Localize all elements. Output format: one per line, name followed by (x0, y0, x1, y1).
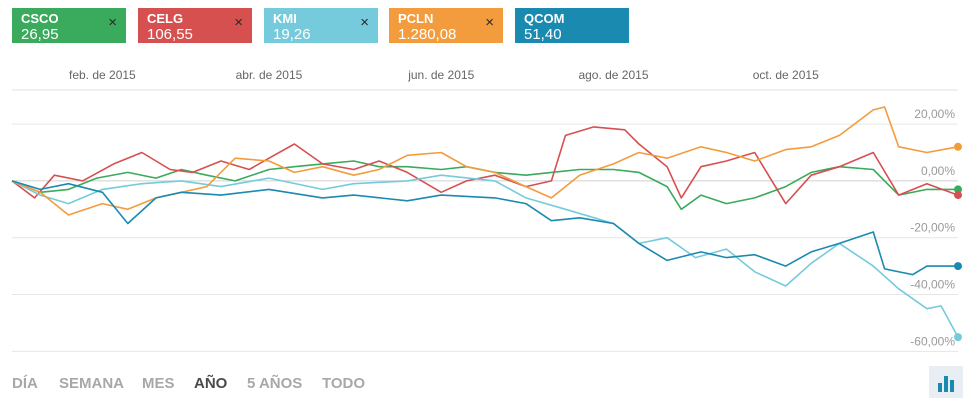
series-end-dot-qcom[interactable] (954, 262, 962, 271)
bar-chart-icon (938, 376, 954, 392)
chart-type-button[interactable] (929, 366, 963, 398)
close-icon[interactable]: × (485, 14, 494, 31)
y-tick-label: 20,00% (914, 107, 955, 121)
y-tick-label: -20,00% (910, 221, 955, 235)
x-tick-label: abr. de 2015 (236, 68, 303, 82)
series-line-kmi (11, 174, 959, 338)
ticker-price: 51,40 (524, 26, 562, 43)
series-lines (11, 106, 959, 338)
y-axis: 20,00% 0,00% -20,00% -40,00% -60,00% (910, 107, 955, 348)
ticker-chip-pcln[interactable]: PCLN 1.280,08 × (389, 8, 503, 43)
tab-ano[interactable]: AÑO (194, 375, 228, 392)
line-chart: feb. de 2015 abr. de 2015 jun. de 2015 ago.… (11, 68, 962, 352)
ticker-symbol: CSCO (21, 11, 59, 26)
ticker-symbol: CELG (147, 11, 184, 26)
series-end-markers (954, 142, 962, 342)
x-tick-label: feb. de 2015 (69, 68, 136, 82)
ticker-chip-kmi[interactable]: KMI 19,26 × (264, 8, 378, 43)
y-tick-label: -40,00% (910, 278, 955, 292)
y-tick-label: 0,00% (921, 164, 955, 178)
y-tick-label: -60,00% (910, 334, 955, 348)
ticker-price: 106,55 (147, 26, 193, 43)
tab-todo[interactable]: TODO (322, 375, 366, 392)
series-end-dot-kmi[interactable] (954, 333, 962, 342)
tab-dia[interactable]: DÍA (12, 375, 38, 392)
series-line-celg (11, 126, 959, 205)
close-icon[interactable]: × (360, 14, 369, 31)
ticker-symbol: PCLN (398, 11, 434, 26)
series-end-dot-celg[interactable] (954, 191, 962, 200)
x-tick-label: oct. de 2015 (753, 68, 819, 82)
ticker-price: 19,26 (273, 26, 311, 43)
tab-semana[interactable]: SEMANA (59, 375, 125, 392)
x-tick-label: ago. de 2015 (578, 68, 648, 82)
tab-mes[interactable]: MES (142, 375, 175, 392)
close-icon[interactable]: × (234, 14, 243, 31)
ticker-price: 26,95 (21, 26, 59, 43)
x-axis: feb. de 2015 abr. de 2015 jun. de 2015 ago.… (69, 68, 819, 82)
x-tick-label: jun. de 2015 (407, 68, 474, 82)
ticker-symbol: KMI (273, 11, 297, 26)
grid-lines (12, 89, 958, 352)
ticker-chip-qcom[interactable]: QCOM 51,40 (515, 8, 629, 43)
ticker-chip-csco[interactable]: CSCO 26,95 × (12, 8, 126, 43)
series-line-qcom (11, 180, 958, 276)
series-end-dot-pcln[interactable] (954, 142, 962, 151)
ticker-symbol: QCOM (524, 11, 565, 26)
tab-5-anos[interactable]: 5 AÑOS (247, 375, 303, 392)
close-icon[interactable]: × (108, 14, 117, 31)
ticker-chip-celg[interactable]: CELG 106,55 × (138, 8, 252, 43)
ticker-price: 1.280,08 (398, 26, 457, 43)
series-line-csco (11, 160, 958, 211)
series-end-dot-csco[interactable] (954, 185, 962, 194)
